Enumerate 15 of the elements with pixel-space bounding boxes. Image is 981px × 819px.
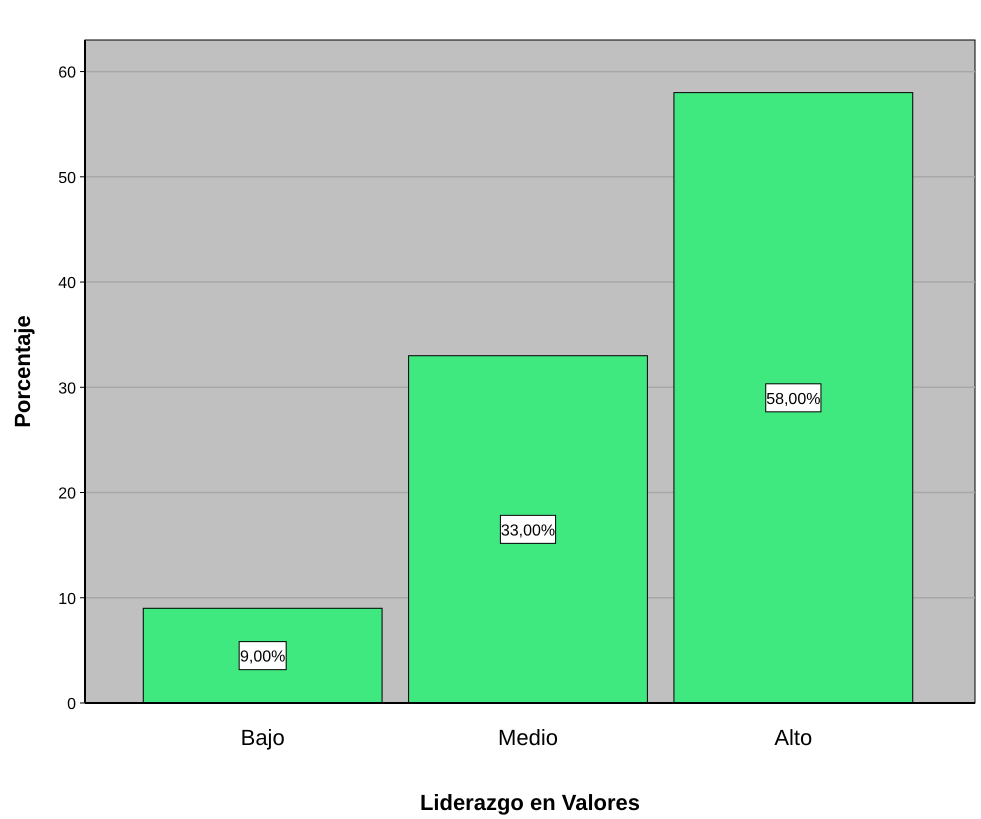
data-label: 9,00%: [240, 648, 286, 666]
x-tick-label: Alto: [774, 725, 812, 750]
y-tick-label: 0: [67, 696, 76, 713]
x-tick-label: Medio: [498, 725, 558, 750]
y-tick-label: 50: [58, 170, 76, 187]
y-tick-label: 40: [58, 275, 76, 292]
x-tick-label: Bajo: [240, 725, 285, 750]
y-axis-title: Porcentaje: [10, 315, 35, 428]
x-axis-title: Liderazgo en Valores: [420, 790, 640, 815]
y-tick-label: 10: [58, 590, 76, 608]
data-label: 58,00%: [766, 390, 820, 408]
data-label: 33,00%: [500, 522, 556, 540]
y-tick-label: 20: [58, 486, 76, 503]
y-tick-label: 60: [58, 64, 76, 82]
y-tick-label: 30: [58, 380, 76, 398]
